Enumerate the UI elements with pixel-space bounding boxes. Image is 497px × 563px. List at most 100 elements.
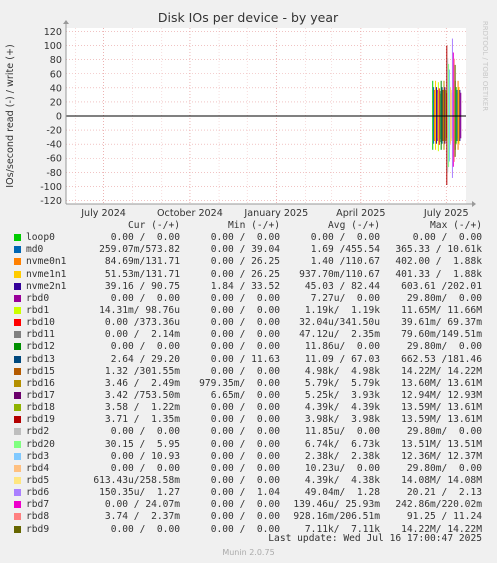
- chart-title: Disk IOs per device - by year: [158, 10, 339, 25]
- legend-device-name: nvme1n1: [26, 268, 67, 280]
- legend-min-value: 0.00 / 0.00: [210, 426, 280, 438]
- y-tick-label: 0: [56, 112, 62, 123]
- y-tick-label: 100: [44, 41, 62, 52]
- legend-avg-value: 1.40 /110.67: [310, 256, 380, 268]
- legend-color-swatch: [14, 343, 21, 351]
- header-max: Max (-/+): [430, 220, 482, 231]
- legend-row: rbd19 3.71 / 1.35m 0.00 / 0.00 3.98k/ 3.98k…: [0, 414, 497, 426]
- legend-min-value: 0.00 / 0.00: [210, 329, 280, 341]
- legend-color-swatch: [14, 452, 21, 460]
- legend-row: rbd7 0.00 / 24.07m 0.00 / 0.00 139.46u/ 25.…: [0, 499, 497, 511]
- legend-avg-value: 45.03 / 82.44: [304, 280, 380, 292]
- legend-max-value: 402.00 / 1.88k: [395, 256, 482, 268]
- legend-row: rbd16 3.46 / 2.49m 979.35m/ 0.00 5.79k/ 5.7…: [0, 378, 497, 390]
- legend-avg-value: 4.98k/ 4.98k: [304, 365, 380, 377]
- legend-row: rbd17 3.42 /753.50m 6.65m/ 0.00 5.25k/ 3.93…: [0, 390, 497, 402]
- legend-min-value: 0.00 / 0.00: [210, 450, 280, 462]
- legend-cur-value: 3.71 / 1.35m: [104, 414, 180, 426]
- legend-min-value: 0.00 / 39.04: [210, 244, 280, 256]
- legend-min-value: 0.00 / 0.00: [210, 511, 280, 523]
- legend-device-name: rbd6: [26, 487, 50, 499]
- legend-device-name: nvme0n1: [26, 256, 67, 268]
- legend-avg-value: 1.19k/ 1.19k: [304, 304, 380, 316]
- legend-row: md0 259.07m/573.82 0.00 / 39.04 1.69 /455.5…: [0, 244, 497, 256]
- legend-min-value: 0.00 / 1.04: [210, 487, 280, 499]
- legend-cur-value: 0.00 / 0.00: [110, 292, 180, 304]
- y-tick-label: -60: [46, 154, 62, 165]
- legend-color-swatch: [14, 282, 21, 290]
- legend-max-value: 13.59M/ 13.61M: [401, 402, 482, 414]
- legend-row: rbd2 0.00 / 0.00 0.00 / 0.00 11.85u/ 0.00 29…: [0, 426, 497, 438]
- header-cur: Cur (-/+): [128, 220, 180, 231]
- legend-min-value: 0.00 / 0.00: [210, 523, 280, 535]
- legend-max-value: 29.80m/ 0.00: [406, 292, 482, 304]
- legend-device-name: rbd1: [26, 304, 50, 316]
- legend-row: rbd6 150.35u/ 1.27 0.00 / 1.04 49.04m/ 1.28…: [0, 487, 497, 499]
- legend-max-value: 79.60m/149.51m: [401, 329, 482, 341]
- legend-min-value: 0.00 / 0.00: [210, 304, 280, 316]
- y-axis-arrow: [63, 20, 69, 24]
- legend-row: rbd11 0.00 / 2.14m 0.00 / 0.00 47.12u/ 2.35…: [0, 329, 497, 341]
- legend-avg-value: 10.23u/ 0.00: [304, 462, 380, 474]
- legend-cur-value: 0.00 / 0.00: [110, 426, 180, 438]
- legend-color-swatch: [14, 270, 21, 278]
- legend-max-value: 39.61m/ 69.37m: [401, 317, 482, 329]
- legend-color-swatch: [14, 234, 21, 242]
- legend-cur-value: 14.31m/ 98.76u: [99, 304, 180, 316]
- legend-min-value: 0.00 / 0.00: [210, 317, 280, 329]
- legend-avg-value: 11.85u/ 0.00: [304, 426, 380, 438]
- y-tick-label: -20: [46, 126, 62, 137]
- legend-device-name: rbd18: [26, 402, 55, 414]
- legend-avg-value: 937.70m/110.67: [299, 268, 380, 280]
- legend-device-name: rbd20: [26, 438, 55, 450]
- legend-avg-value: 2.38k/ 2.38k: [304, 450, 380, 462]
- legend-max-value: 14.08M/ 14.08M: [401, 474, 482, 486]
- legend-cur-value: 1.32 /301.55m: [104, 365, 180, 377]
- legend-device-name: rbd0: [26, 292, 50, 304]
- legend-color-swatch: [14, 489, 21, 497]
- legend-max-value: 29.80m/ 0.00: [406, 426, 482, 438]
- legend-avg-value: 32.04u/341.50u: [299, 317, 380, 329]
- legend-avg-value: 6.74k/ 6.73k: [304, 438, 380, 450]
- legend-device-name: rbd17: [26, 389, 55, 401]
- legend-cur-value: 84.69m/131.71: [104, 256, 180, 268]
- legend-color-swatch: [14, 331, 21, 339]
- legend-device-name: rbd10: [26, 317, 55, 329]
- legend-min-value: 0.00 / 0.00: [210, 232, 280, 244]
- legend-max-value: 11.65M/ 11.66M: [401, 304, 482, 316]
- legend-min-value: 0.00 / 0.00: [210, 499, 280, 511]
- legend-avg-value: 7.11k/ 7.11k: [304, 523, 380, 535]
- legend-cur-value: 0.00 / 0.00: [110, 232, 180, 244]
- header-avg: Avg (-/+): [328, 220, 380, 231]
- legend-min-value: 0.00 / 0.00: [210, 438, 280, 450]
- legend-avg-value: 49.04m/ 1.28: [304, 487, 380, 499]
- legend-cur-value: 3.74 / 2.37m: [104, 511, 180, 523]
- legend-cur-value: 2.64 / 29.20: [110, 353, 180, 365]
- legend-row: rbd12 0.00 / 0.00 0.00 / 0.00 11.86u/ 0.00 2…: [0, 341, 497, 353]
- plot-area: -120 -100 -80 -60 -40 -20 0 20 40 60 80 100 120 July …: [40, 20, 476, 219]
- legend-max-value: 91.25 / 11.24: [406, 511, 482, 523]
- legend-min-value: 0.00 / 0.00: [210, 365, 280, 377]
- legend-device-name: rbd2: [26, 426, 50, 438]
- legend-max-value: 12.94M/ 12.93M: [401, 389, 482, 401]
- legend-color-swatch: [14, 367, 21, 375]
- legend-device-name: rbd15: [26, 365, 55, 377]
- legend-max-value: 365.33 / 10.61k: [395, 244, 482, 256]
- legend-min-value: 979.35m/ 0.00: [199, 377, 280, 389]
- legend-cur-value: 0.00 / 10.93: [110, 450, 180, 462]
- legend-row: rbd3 0.00 / 10.93 0.00 / 0.00 2.38k/ 2.38k 1…: [0, 451, 497, 463]
- legend-row: rbd1 14.31m/ 98.76u 0.00 / 0.00 1.19k/ 1.19…: [0, 305, 497, 317]
- legend-min-value: 0.00 / 26.25: [210, 268, 280, 280]
- legend-color-swatch: [14, 440, 21, 448]
- legend-min-value: 0.00 / 0.00: [210, 474, 280, 486]
- y-tick-label: 40: [50, 83, 62, 94]
- legend-min-value: 6.65m/ 0.00: [210, 389, 280, 401]
- legend-device-name: rbd3: [26, 450, 50, 462]
- y-tick-label: -120: [40, 196, 62, 207]
- legend-device-name: rbd8: [26, 511, 50, 523]
- legend-avg-value: 11.86u/ 0.00: [304, 341, 380, 353]
- y-tick-label: -100: [40, 182, 62, 193]
- legend-color-swatch: [14, 391, 21, 399]
- legend-max-value: 20.21 / 2.13: [406, 487, 482, 499]
- legend-row: rbd18 3.58 / 1.22m 0.00 / 0.00 4.39k/ 4.39k…: [0, 402, 497, 414]
